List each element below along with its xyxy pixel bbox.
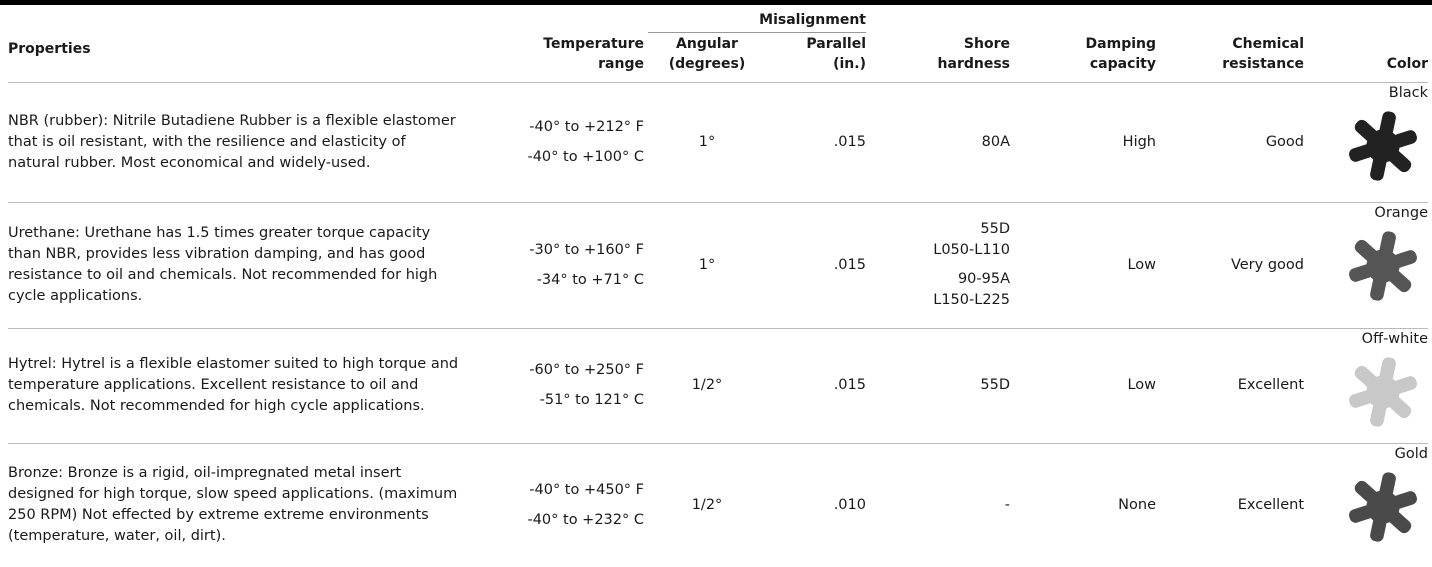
angular-cell: 1° xyxy=(698,256,716,273)
angular-cell: 1° xyxy=(698,133,716,150)
shore-line: 55D xyxy=(980,221,1010,237)
header-text: Shore hardness xyxy=(937,35,1010,72)
temperature-cell: -40° to +450° F -40° to +232° C xyxy=(478,443,648,567)
properties-cell: Urethane: Urethane has 1.5 times greater… xyxy=(8,225,438,304)
header-text: Color xyxy=(1386,55,1428,72)
header-text: Misalignment xyxy=(759,11,866,28)
damping-cell: Low xyxy=(1127,256,1156,273)
temp-f: -60° to +250° F xyxy=(529,362,644,378)
damping-cell: Low xyxy=(1127,377,1156,393)
header-text: Properties xyxy=(8,40,91,57)
table-row: Bronze: Bronze is a rigid, oil-impregnat… xyxy=(8,443,1428,567)
header-cell: Temperature range xyxy=(478,4,648,82)
shore-line: L150-L225 xyxy=(933,292,1010,308)
shore-group: - xyxy=(866,495,1010,516)
header-cell: Shore hardness xyxy=(866,4,1010,82)
temp-c: -40° to +232° C xyxy=(527,511,644,528)
color-label: Orange xyxy=(1374,204,1428,221)
shore-line: 55D xyxy=(980,377,1010,393)
table-row: NBR (rubber): Nitrile Butadiene Rubber i… xyxy=(8,82,1428,202)
chemical-cell: Good xyxy=(1265,133,1304,150)
shore-cell: 80A xyxy=(866,82,1010,202)
temperature-cell: -60° to +250° F -51° to 121° C xyxy=(478,328,648,443)
header-text: Chemical resistance xyxy=(1222,35,1304,72)
temperature-cell: -40° to +212° F -40° to +100° C xyxy=(478,82,648,202)
header-text: Angular (degrees) xyxy=(668,35,746,72)
table-body: NBR (rubber): Nitrile Butadiene Rubber i… xyxy=(8,82,1428,567)
shore-cell: 55D L050-L110 90-95A L150-L225 xyxy=(866,202,1010,328)
color-label: Black xyxy=(1388,84,1428,101)
properties-cell: Hytrel: Hytrel is a flexible elastomer s… xyxy=(8,356,459,414)
temp-c: -34° to +71° C xyxy=(536,271,644,288)
header-cell: Color xyxy=(1304,4,1428,82)
shore-group: 55D L050-L110 xyxy=(866,219,1010,261)
chemical-cell: Very good xyxy=(1230,256,1304,273)
header-cell: Angular (degrees) xyxy=(648,32,766,82)
chemical-cell: Excellent xyxy=(1237,377,1304,393)
insert-icon xyxy=(1344,107,1422,185)
temp-f: -40° to +450° F xyxy=(529,481,644,498)
top-rule xyxy=(0,0,1432,5)
shore-line: 80A xyxy=(981,133,1010,150)
header-cell: Chemical resistance xyxy=(1156,4,1304,82)
parallel-cell: .015 xyxy=(833,133,866,150)
temp-f: -40° to +212° F xyxy=(529,118,644,135)
damping-cell: High xyxy=(1122,133,1156,150)
temp-f: -30° to +160° F xyxy=(529,241,644,258)
color-cell: Gold xyxy=(1304,443,1428,567)
properties-cell: Bronze: Bronze is a rigid, oil-impregnat… xyxy=(8,465,458,545)
angular-cell: 1/2° xyxy=(691,377,723,393)
shore-line: L050-L110 xyxy=(933,242,1010,258)
shore-cell: - xyxy=(866,443,1010,567)
header-cell: Parallel (in.) xyxy=(766,32,866,82)
properties-table: Properties Temperature range Misalignmen… xyxy=(8,4,1428,567)
shore-group: 90-95A L150-L225 xyxy=(866,269,1010,311)
color-cell: Black xyxy=(1304,82,1428,202)
color-cell: Orange xyxy=(1304,202,1428,328)
angular-cell: 1/2° xyxy=(691,496,723,513)
header-text: Parallel (in.) xyxy=(806,35,866,72)
temp-c: -40° to +100° C xyxy=(527,148,644,165)
table-row: Hytrel: Hytrel is a flexible elastomer s… xyxy=(8,328,1428,443)
color-label: Gold xyxy=(1394,445,1428,462)
header-cell: Misalignment xyxy=(648,4,866,33)
insert-icon xyxy=(1344,353,1422,431)
color-label: Off-white xyxy=(1361,330,1428,347)
insert-icon xyxy=(1344,227,1422,305)
shore-line: 90-95A xyxy=(957,271,1010,287)
properties-cell: NBR (rubber): Nitrile Butadiene Rubber i… xyxy=(8,112,456,171)
color-cell: Off-white xyxy=(1304,328,1428,443)
header-text: Temperature range xyxy=(543,35,644,72)
parallel-cell: .010 xyxy=(833,496,866,513)
table-row: Urethane: Urethane has 1.5 times greater… xyxy=(8,202,1428,328)
shore-cell: 55D xyxy=(866,328,1010,443)
header-text: Damping capacity xyxy=(1085,35,1156,72)
shore-group: 55D xyxy=(866,375,1010,396)
insert-icon xyxy=(1344,468,1422,546)
temp-c: -51° to 121° C xyxy=(539,392,644,408)
parallel-cell: .015 xyxy=(833,377,866,393)
shore-group: 80A xyxy=(866,132,1010,153)
header-cell: Properties xyxy=(8,4,478,82)
damping-cell: None xyxy=(1118,496,1156,513)
shore-line: - xyxy=(1004,496,1010,513)
header-cell: Damping capacity xyxy=(1010,4,1156,82)
temperature-cell: -30° to +160° F -34° to +71° C xyxy=(478,202,648,328)
parallel-cell: .015 xyxy=(833,256,866,273)
chemical-cell: Excellent xyxy=(1237,496,1304,513)
